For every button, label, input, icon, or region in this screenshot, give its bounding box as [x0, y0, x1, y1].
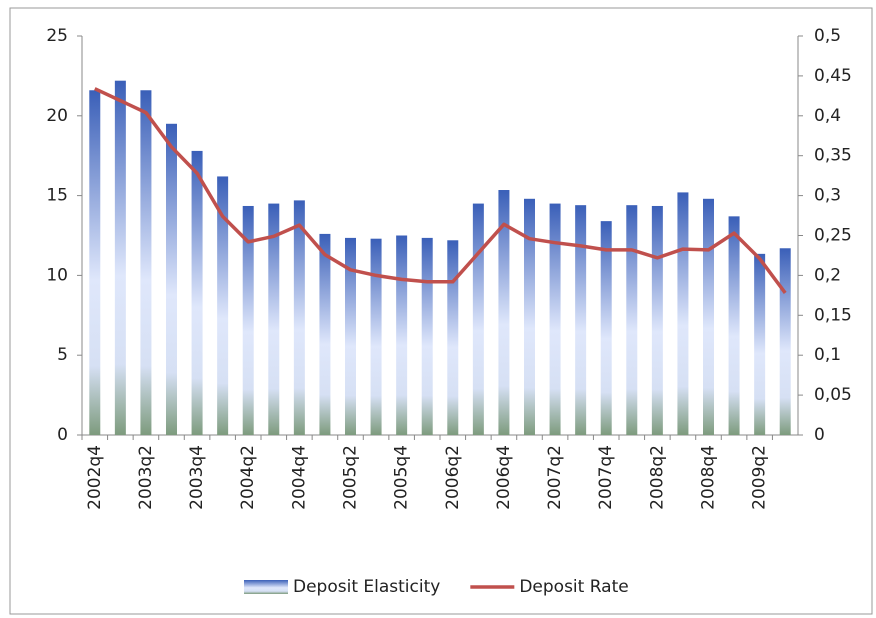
bar [421, 237, 433, 435]
x-tick-label: 2003q2 [136, 445, 156, 510]
bar [166, 123, 177, 435]
bar [728, 216, 740, 435]
bar [600, 221, 612, 435]
y2-tick-label: 0,4 [814, 106, 841, 126]
y2-tick-label: 0,15 [814, 305, 852, 325]
x-tick-label: 2006q2 [443, 445, 463, 510]
x-tick-label: 2005q2 [341, 445, 361, 510]
bar [191, 150, 203, 436]
y-tick-label: 25 [46, 26, 68, 46]
bar [345, 237, 356, 435]
x-tick-label: 2006q4 [494, 445, 514, 510]
bar [524, 198, 535, 435]
bar [677, 192, 689, 435]
legend-label: Deposit Elasticity [293, 577, 440, 597]
bar [293, 200, 305, 435]
y2-tick-label: 0,3 [814, 186, 841, 206]
bar [779, 248, 791, 435]
x-tick-label: 2003q4 [187, 445, 207, 510]
legend-swatch [244, 580, 288, 594]
y2-tick-label: 0,2 [814, 265, 841, 285]
x-tick-label: 2008q4 [699, 445, 719, 510]
bar [498, 190, 510, 435]
legend-label: Deposit Rate [519, 577, 628, 597]
bar [549, 203, 561, 435]
y-tick-label: 0 [57, 425, 68, 445]
y2-tick-label: 0,25 [814, 226, 852, 246]
y2-tick-label: 0,45 [814, 66, 852, 86]
x-tick-label: 2004q2 [238, 445, 258, 510]
x-tick-label: 2004q4 [289, 445, 309, 510]
bar [703, 198, 714, 435]
bar [370, 238, 382, 435]
bar [472, 203, 484, 435]
x-tick-label: 2007q2 [545, 445, 565, 510]
y-tick-label: 10 [46, 265, 68, 285]
bar [575, 205, 587, 435]
y2-tick-label: 0,5 [814, 26, 841, 46]
bar [268, 203, 280, 435]
bar [396, 235, 408, 435]
x-tick-label: 2009q2 [750, 445, 770, 510]
bar [447, 240, 459, 435]
bar [242, 205, 254, 435]
bar [89, 90, 101, 435]
bar [140, 90, 152, 435]
x-tick-label: 2002q4 [85, 445, 105, 510]
chart-frame [9, 7, 873, 615]
y2-tick-label: 0,1 [814, 345, 841, 365]
y2-tick-label: 0 [814, 425, 825, 445]
bar [319, 233, 331, 435]
bar [626, 205, 638, 435]
y-tick-label: 20 [46, 106, 68, 126]
x-tick-label: 2007q4 [596, 445, 616, 510]
bar [114, 80, 126, 436]
y2-tick-label: 0,05 [814, 385, 852, 405]
bar [754, 253, 766, 435]
x-tick-label: 2008q2 [647, 445, 667, 510]
y-tick-label: 5 [57, 345, 68, 365]
bar [217, 176, 229, 435]
line [94, 87, 787, 295]
bar [651, 205, 663, 435]
x-tick-label: 2005q4 [392, 445, 412, 510]
y2-tick-label: 0,35 [814, 146, 852, 166]
y-tick-label: 15 [46, 186, 68, 206]
